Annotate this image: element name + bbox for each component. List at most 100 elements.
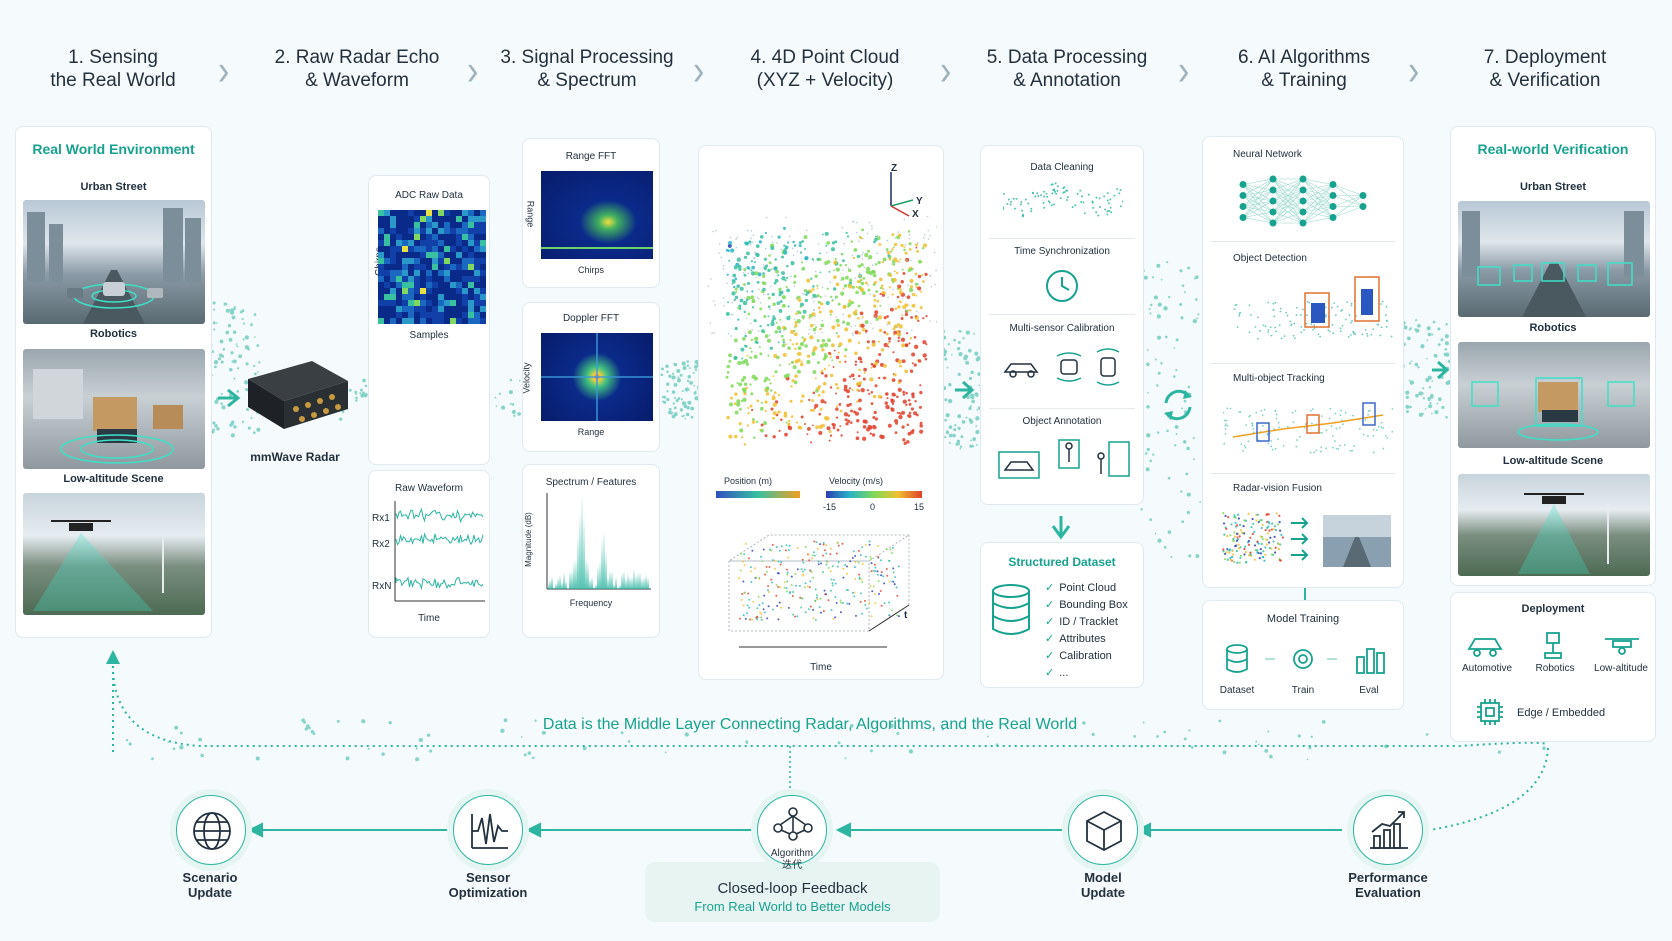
particle xyxy=(870,402,874,406)
heat-cell xyxy=(438,288,444,294)
particle xyxy=(916,413,919,417)
heat-cell xyxy=(456,228,462,234)
particle xyxy=(732,273,737,278)
particle xyxy=(780,334,784,338)
particle xyxy=(908,402,912,406)
particle xyxy=(244,335,250,340)
particle xyxy=(1265,526,1269,530)
particle xyxy=(755,420,759,424)
heat-cell xyxy=(450,282,456,288)
particle xyxy=(1195,554,1200,559)
ai-algorithms-panel: Neural Network Object Detection Multi-ob… xyxy=(1202,136,1404,588)
particle xyxy=(825,593,828,596)
particle xyxy=(253,431,256,435)
particle xyxy=(1306,300,1309,303)
heat-cell xyxy=(480,258,486,264)
particle xyxy=(1444,334,1449,339)
particle xyxy=(838,402,842,406)
particle xyxy=(762,272,765,275)
heat-cell xyxy=(438,210,444,216)
particle xyxy=(854,411,859,416)
particle xyxy=(1261,537,1264,541)
particle xyxy=(815,425,819,430)
particle xyxy=(976,409,979,411)
heat-cell xyxy=(438,240,444,246)
heat-cell xyxy=(408,234,414,240)
particle xyxy=(852,220,854,223)
particle xyxy=(839,263,842,267)
particle xyxy=(694,369,698,372)
particle xyxy=(871,342,876,347)
particle xyxy=(775,594,778,597)
particle xyxy=(1277,542,1280,546)
heat-cell xyxy=(450,258,456,264)
particle xyxy=(1197,313,1200,316)
particle xyxy=(1385,325,1388,328)
particle xyxy=(796,547,799,550)
particle xyxy=(815,596,818,599)
particle xyxy=(1021,209,1024,212)
heat-cell xyxy=(402,282,408,288)
particle xyxy=(831,241,836,245)
particle xyxy=(958,352,963,357)
particle xyxy=(844,757,847,760)
particle xyxy=(868,543,871,546)
particle xyxy=(823,549,826,552)
particle xyxy=(1226,424,1229,427)
particle xyxy=(888,580,891,583)
particle xyxy=(1010,200,1013,203)
particle xyxy=(776,604,779,607)
particle xyxy=(746,251,750,256)
particle xyxy=(759,406,764,411)
heat-cell xyxy=(378,270,384,276)
particle xyxy=(804,611,807,614)
particle xyxy=(777,560,780,563)
particle xyxy=(806,290,810,295)
particle xyxy=(814,274,818,278)
particle xyxy=(772,394,775,396)
particle xyxy=(1195,298,1198,301)
cube-icon xyxy=(1086,810,1122,852)
particle xyxy=(1293,337,1296,340)
particle xyxy=(1151,276,1155,279)
particle xyxy=(864,320,869,324)
particle xyxy=(774,330,779,334)
particle xyxy=(1236,513,1240,516)
particle xyxy=(1428,386,1431,389)
particle xyxy=(770,389,773,392)
loop-label-line: Update xyxy=(187,885,233,900)
step-line: 6. AI Algorithms xyxy=(1237,47,1370,68)
data-cleaning-icon xyxy=(1003,182,1123,218)
particle xyxy=(694,396,699,401)
particle xyxy=(887,345,890,348)
particle xyxy=(758,240,762,244)
particle xyxy=(752,257,755,260)
particle xyxy=(1406,336,1411,341)
heat-cell xyxy=(420,258,426,264)
particle xyxy=(963,354,969,359)
particle xyxy=(902,272,906,275)
particle xyxy=(893,583,896,586)
particle xyxy=(812,608,815,611)
particle xyxy=(831,325,836,330)
particle xyxy=(873,593,876,596)
particle xyxy=(815,541,818,544)
particle xyxy=(1228,548,1232,551)
particle xyxy=(743,273,747,277)
particle xyxy=(200,753,204,758)
heat-cell xyxy=(480,264,486,270)
particle xyxy=(774,370,778,374)
heat-cell xyxy=(462,246,468,252)
particle xyxy=(768,261,772,265)
nn-edge xyxy=(1272,189,1304,224)
particle xyxy=(1036,192,1039,195)
particle xyxy=(829,589,832,592)
particle xyxy=(1380,326,1383,329)
particle xyxy=(797,310,801,315)
particle xyxy=(1230,523,1233,526)
particle xyxy=(764,231,768,235)
particle xyxy=(388,720,392,725)
particle xyxy=(1091,732,1095,737)
particle xyxy=(803,338,807,342)
particle xyxy=(1425,377,1430,383)
